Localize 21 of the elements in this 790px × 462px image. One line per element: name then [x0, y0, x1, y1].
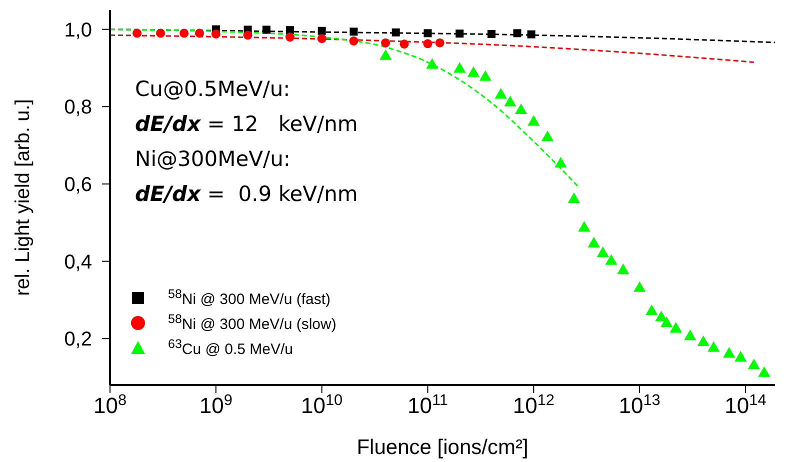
annotation: dE/dx = 12 keV/nm: [135, 112, 358, 136]
x-tick-label: 10$^{14}$: [724, 392, 767, 418]
legend-label: $^{58}$Ni @ 300 MeV/u (slow): [168, 312, 336, 333]
x-tick-label: 10$^{13}$: [618, 392, 660, 418]
legend-label: $^{63}$Cu @ 0.5 MeV/u: [168, 337, 294, 358]
annotation: Cu@0.5MeV/u:: [135, 76, 292, 103]
x-tick-label: 10$^{11}$: [408, 392, 448, 418]
y-tick-label: 0,2: [64, 328, 92, 351]
annotation: dE/dx = 0.9 keV/nm: [135, 182, 358, 206]
y-tick-label: 0,4: [64, 251, 92, 274]
y-tick-label: 0,6: [64, 174, 92, 196]
annotation: Ni@300MeV/u:: [135, 146, 292, 173]
y-tick-label: 0,8: [64, 96, 92, 119]
y-tick-label: 1,0: [64, 19, 92, 42]
x-tick-label: 10$^{8}$: [93, 392, 127, 418]
y-axis-title: rel. Light yield [arb. u.]: [12, 99, 34, 296]
legend-label: $^{58}$Ni @ 300 MeV/u (fast): [168, 287, 331, 308]
x-axis-title: Fluence [ions/cm²]: [356, 436, 528, 459]
x-tick-label: 10$^{12}$: [512, 392, 554, 418]
x-tick-label: 10$^{10}$: [301, 392, 343, 418]
x-tick-label: 10$^{9}$: [199, 392, 232, 418]
